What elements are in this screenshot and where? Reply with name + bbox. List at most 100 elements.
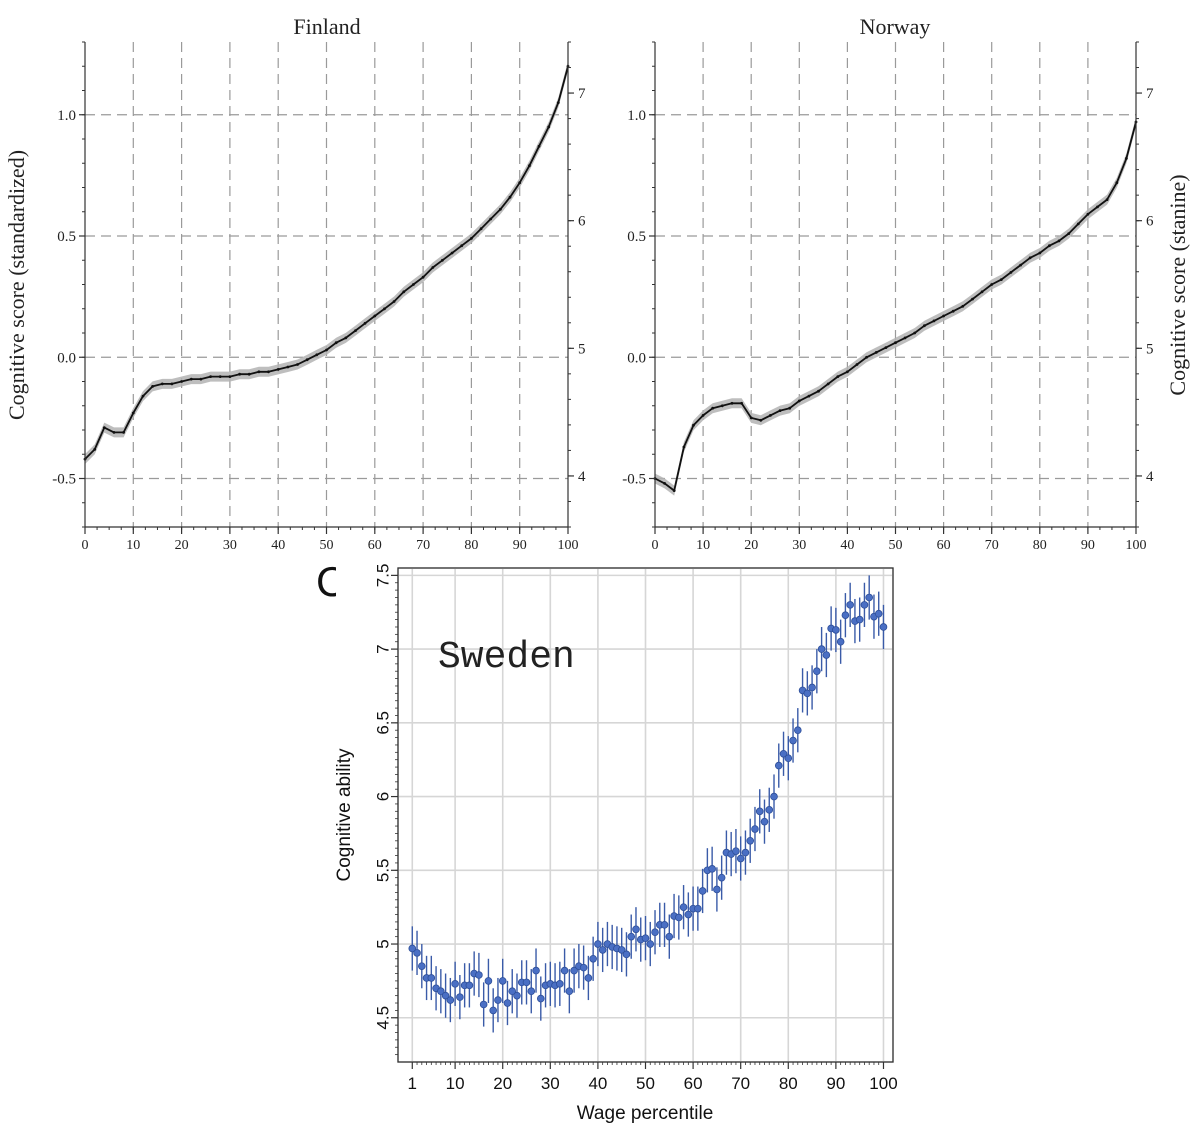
sweden-point xyxy=(684,910,693,919)
sweden-point xyxy=(808,683,816,692)
norway-x-tick-label: 80 xyxy=(1033,538,1047,553)
finland-x-tick-label: 0 xyxy=(82,538,89,553)
sweden-point xyxy=(817,645,826,653)
sweden-point xyxy=(736,854,745,863)
finland-point xyxy=(160,382,164,386)
norway-point xyxy=(720,404,724,408)
sweden-point xyxy=(770,792,778,801)
finland-x-tick-label: 60 xyxy=(368,538,382,553)
norway-line xyxy=(653,120,1138,492)
finland-point xyxy=(267,370,270,374)
finland-ticks: 0 10 20 30 40 50 60 70 80 90 100 -0.5 0.0 0.5 1.0 4 5 6 7 xyxy=(52,41,586,553)
sweden-x-tick-label: 10 xyxy=(446,1074,465,1093)
norway-y-tick-label: -0.5 xyxy=(622,472,646,488)
finland-y-tick-label: 1.0 xyxy=(57,108,76,124)
norway-x-tick-label: 70 xyxy=(985,538,999,553)
norway-x-tick-label: 40 xyxy=(840,538,854,553)
norway-point xyxy=(855,363,859,366)
finland-y-tick-label: -0.5 xyxy=(52,472,76,488)
sweden-point xyxy=(465,981,474,990)
norway-panel: Norway Cognitive score (stanine) 0 10 20 30… xyxy=(622,14,1190,553)
norway-grid xyxy=(655,42,1136,527)
sweden-ticks: 1 10 20 30 40 50 60 70 80 90 100 4.5 5 5.5 6 6.5 7 7.5 xyxy=(373,564,897,1093)
sweden-x-tick-label: 70 xyxy=(731,1074,750,1093)
norway-title: Norway xyxy=(860,14,931,39)
finland-point xyxy=(131,411,135,415)
sweden-point xyxy=(556,980,564,988)
sweden-point xyxy=(489,1006,497,1015)
sweden-x-tick-label: 90 xyxy=(826,1074,845,1093)
norway-point xyxy=(884,346,888,349)
sweden-point xyxy=(498,977,507,985)
finland-point xyxy=(383,307,386,311)
finland-x-tick-label: 30 xyxy=(223,538,237,553)
finland-x-tick-label: 100 xyxy=(558,538,579,553)
finland-y-tick-label: 0.0 xyxy=(57,350,76,366)
finland-point xyxy=(102,426,106,429)
norway-point xyxy=(1115,181,1119,185)
finland-point xyxy=(189,377,193,381)
finland-point xyxy=(209,375,213,378)
norway-y2-tick-label: 4 xyxy=(1146,469,1154,485)
sweden-panel: C Sweden Cognitive ability Wage percenti… xyxy=(316,555,898,1124)
norway-x-tick-label: 10 xyxy=(696,538,710,553)
norway-ticks: 0 10 20 30 40 50 60 70 80 90 100 -0.5 0.0 0.5 1.0 4 5 6 7 xyxy=(622,41,1154,553)
sweden-point xyxy=(627,932,636,941)
finland-x-tick-label: 20 xyxy=(175,538,189,553)
sweden-point xyxy=(532,966,540,975)
finland-point xyxy=(518,181,522,185)
finland-point xyxy=(556,101,560,104)
sweden-y-tick-label: 6.5 xyxy=(373,711,392,735)
finland-y2-tick-label: 7 xyxy=(578,86,586,102)
sweden-x-tick-label: 60 xyxy=(684,1074,703,1093)
sweden-point xyxy=(503,999,512,1007)
sweden-point xyxy=(874,609,883,618)
sweden-point xyxy=(475,971,483,979)
norway-point xyxy=(865,355,868,359)
finland-point xyxy=(499,207,502,211)
finland-point xyxy=(547,125,551,129)
norway-point xyxy=(817,389,820,393)
norway-point xyxy=(749,416,753,420)
norway-point xyxy=(874,351,878,354)
finland-panel: Finland Cognitive score (standardized) 0… xyxy=(4,14,586,553)
sweden-point xyxy=(513,991,521,1000)
norway-point xyxy=(682,445,686,449)
sweden-point xyxy=(698,887,707,895)
sweden-point xyxy=(694,904,702,913)
finland-point xyxy=(354,329,357,332)
sweden-point xyxy=(794,726,802,735)
sweden-point xyxy=(651,928,659,937)
sweden-point xyxy=(522,978,531,987)
finland-point xyxy=(363,321,367,325)
finland-point xyxy=(218,375,222,378)
norway-point xyxy=(913,331,917,335)
norway-y-tick-label: 0.0 xyxy=(627,350,646,366)
finland-point xyxy=(344,336,348,340)
finland-title: Finland xyxy=(293,14,360,39)
sweden-point xyxy=(417,962,426,970)
sweden-point xyxy=(841,611,850,619)
norway-point xyxy=(942,314,945,318)
norway-x-tick-label: 60 xyxy=(937,538,951,553)
finland-point xyxy=(392,300,396,303)
finland-x-tick-label: 70 xyxy=(416,538,430,553)
sweden-point xyxy=(755,807,764,816)
sweden-point xyxy=(456,993,464,1001)
sweden-y-tick-label: 7.5 xyxy=(373,564,392,588)
sweden-point xyxy=(451,980,459,988)
norway-point xyxy=(999,278,1003,281)
norway-point xyxy=(836,375,840,378)
sweden-y-tick-label: 4.5 xyxy=(373,1006,392,1030)
finland-y-axis-label: Cognitive score (standardized) xyxy=(4,150,29,420)
norway-point xyxy=(903,336,907,340)
norway-point xyxy=(788,406,792,410)
norway-point xyxy=(1086,212,1090,216)
sweden-y-axis-label: Cognitive ability xyxy=(334,748,355,882)
sweden-point xyxy=(879,623,888,631)
finland-point xyxy=(508,195,512,199)
sweden-point xyxy=(527,987,536,996)
sweden-point xyxy=(617,946,626,954)
sweden-point xyxy=(594,940,602,948)
